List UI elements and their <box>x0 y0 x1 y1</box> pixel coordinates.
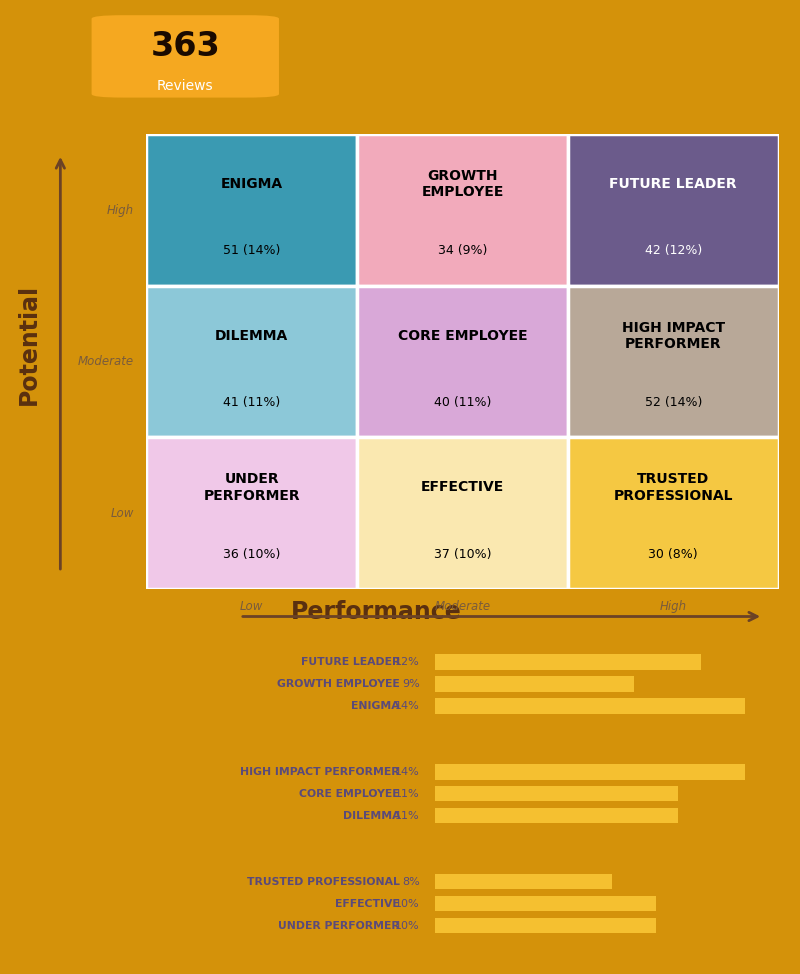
Text: ENIGMA: ENIGMA <box>351 701 400 711</box>
Text: 11%: 11% <box>395 789 419 799</box>
Text: UNDER
PERFORMER: UNDER PERFORMER <box>203 472 300 503</box>
Text: Low: Low <box>110 506 134 520</box>
FancyBboxPatch shape <box>435 808 678 823</box>
Text: HIGH IMPACT PERFORMER: HIGH IMPACT PERFORMER <box>240 767 400 777</box>
Text: 8%: 8% <box>402 877 419 886</box>
Bar <box>357 134 568 285</box>
Text: 51 (14%): 51 (14%) <box>223 244 280 257</box>
Text: GROWTH
EMPLOYEE: GROWTH EMPLOYEE <box>422 169 504 200</box>
Text: 10%: 10% <box>395 899 419 909</box>
Bar <box>568 134 778 285</box>
Text: 36 (10%): 36 (10%) <box>223 547 280 561</box>
Bar <box>146 134 357 285</box>
Text: 41 (11%): 41 (11%) <box>223 396 280 409</box>
FancyBboxPatch shape <box>435 896 656 912</box>
Text: 40 (11%): 40 (11%) <box>434 396 491 409</box>
Text: 10%: 10% <box>395 920 419 930</box>
Bar <box>568 437 778 589</box>
Text: EFFECTIVE: EFFECTIVE <box>335 899 400 909</box>
Bar <box>568 285 778 437</box>
Text: 52 (14%): 52 (14%) <box>645 396 702 409</box>
Bar <box>357 437 568 589</box>
FancyBboxPatch shape <box>435 765 745 779</box>
Text: TRUSTED
PROFESSIONAL: TRUSTED PROFESSIONAL <box>614 472 733 503</box>
Text: GROWTH EMPLOYEE: GROWTH EMPLOYEE <box>278 679 400 689</box>
Text: CORE EMPLOYEE: CORE EMPLOYEE <box>398 329 527 343</box>
FancyBboxPatch shape <box>91 16 279 97</box>
Text: DILEMMA: DILEMMA <box>215 329 288 343</box>
Bar <box>146 285 357 437</box>
Text: 42 (12%): 42 (12%) <box>645 244 702 257</box>
FancyBboxPatch shape <box>435 698 745 714</box>
Bar <box>146 437 357 589</box>
Text: Reviews: Reviews <box>157 79 214 94</box>
Text: Performance: Performance <box>290 600 462 624</box>
Text: 9%: 9% <box>402 679 419 689</box>
FancyBboxPatch shape <box>435 676 634 692</box>
Text: Low: Low <box>240 600 263 613</box>
Text: FUTURE LEADER: FUTURE LEADER <box>301 657 400 667</box>
Text: EFFECTIVE: EFFECTIVE <box>421 480 504 495</box>
Text: Moderate: Moderate <box>78 356 134 368</box>
Text: 11%: 11% <box>395 810 419 821</box>
FancyBboxPatch shape <box>435 655 701 670</box>
Text: CORE EMPLOYEE: CORE EMPLOYEE <box>299 789 400 799</box>
Text: High: High <box>106 204 134 216</box>
Text: UNDER PERFORMER: UNDER PERFORMER <box>278 920 400 930</box>
Bar <box>357 285 568 437</box>
Text: Potential: Potential <box>17 284 41 405</box>
Text: 363: 363 <box>150 30 220 63</box>
Text: 14%: 14% <box>394 701 419 711</box>
Text: HIGH IMPACT
PERFORMER: HIGH IMPACT PERFORMER <box>622 320 725 351</box>
Text: 34 (9%): 34 (9%) <box>438 244 487 257</box>
Text: 30 (8%): 30 (8%) <box>649 547 698 561</box>
Text: FUTURE LEADER: FUTURE LEADER <box>610 177 737 191</box>
FancyBboxPatch shape <box>435 874 612 889</box>
Text: High: High <box>660 600 687 613</box>
FancyBboxPatch shape <box>435 918 656 933</box>
FancyBboxPatch shape <box>435 786 678 802</box>
Text: Moderate: Moderate <box>434 600 490 613</box>
Text: 14%: 14% <box>394 767 419 777</box>
Text: 12%: 12% <box>394 657 419 667</box>
Text: 37 (10%): 37 (10%) <box>434 547 491 561</box>
Text: DILEMMA: DILEMMA <box>342 810 400 821</box>
Text: ENIGMA: ENIGMA <box>221 177 282 191</box>
Text: TRUSTED PROFESSIONAL: TRUSTED PROFESSIONAL <box>247 877 400 886</box>
